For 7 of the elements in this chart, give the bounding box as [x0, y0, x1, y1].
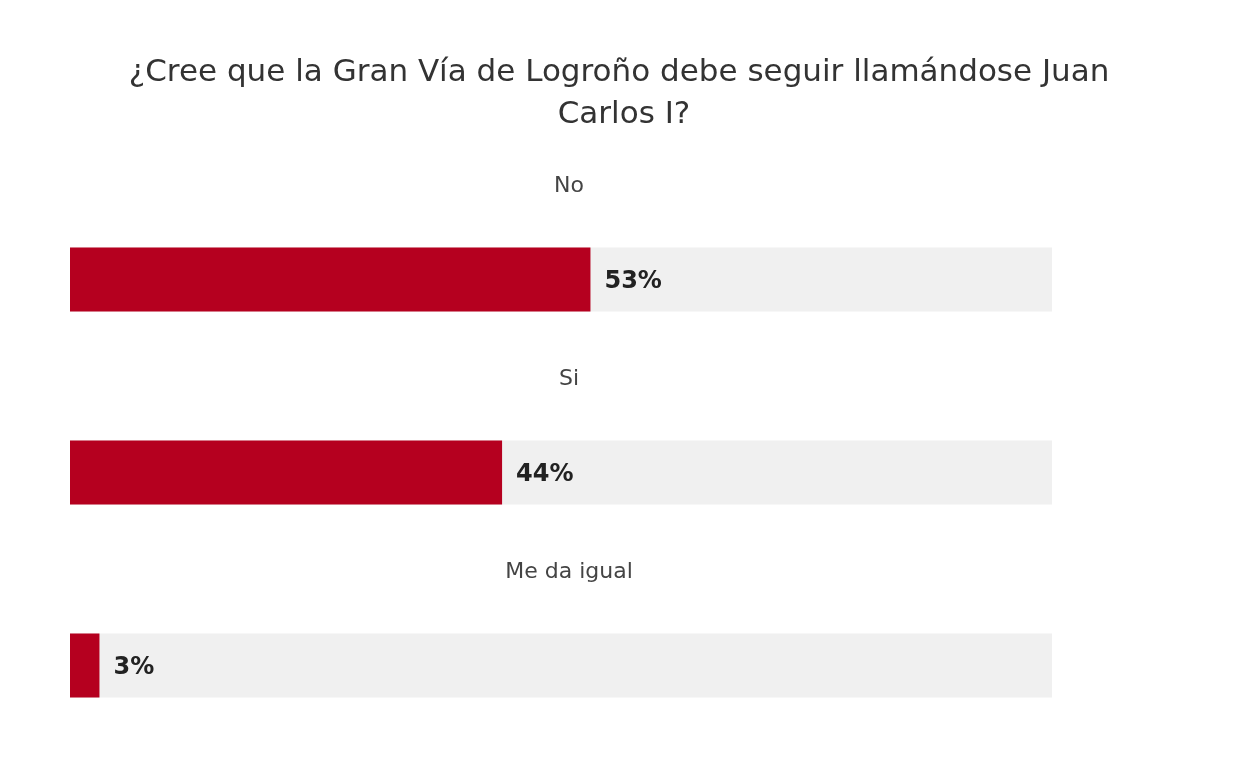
y-tick-label: Si: [558, 365, 580, 390]
chart-title: ¿Cree que la Gran Vía de Logroño debe seguir llamándose Juan Carlos I?: [128, 52, 1120, 130]
data-label: 44%: [516, 458, 574, 487]
data-label: 53%: [604, 265, 662, 294]
data-label: 3%: [113, 651, 155, 680]
y-tick-label: Me da igual: [505, 558, 633, 583]
y-tick-label: No: [554, 172, 584, 197]
